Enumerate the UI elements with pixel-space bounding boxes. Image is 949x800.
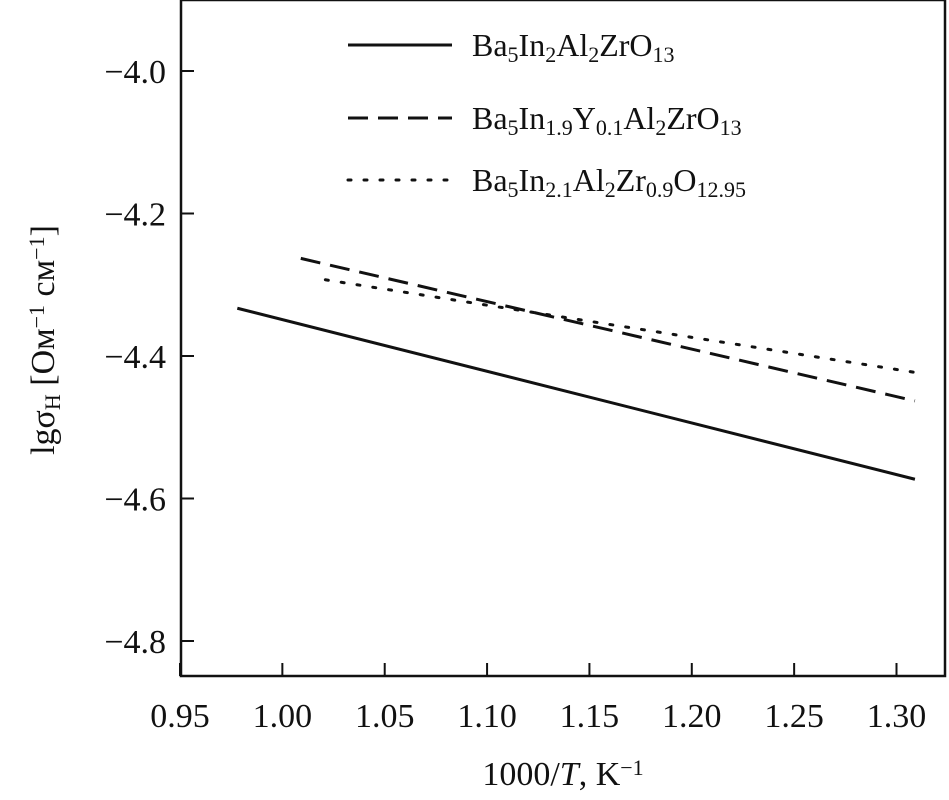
legend-label-1: Ba5In2Al2ZrO13 (472, 27, 675, 67)
series-line-1 (236, 306, 916, 481)
legend: Ba5In2Al2ZrO13 Ba5In1.9Y0.1Al2ZrO13 Ba5In2… (346, 27, 746, 202)
x-axis-title: 1000/T, K−1 (482, 755, 643, 793)
plot-frame (179, 0, 947, 678)
x-tick-label: 1.30 (867, 698, 927, 735)
x-axis-ticks: 0.95 1.00 1.05 1.10 1.15 1.20 1.25 1.30 (150, 663, 926, 735)
x-tick-label: 1.25 (764, 698, 824, 735)
y-tick-label: −4.0 (104, 54, 166, 91)
y-tick-label: −4.4 (104, 339, 166, 376)
y-tick-label: −4.6 (104, 482, 166, 519)
x-tick-label: 0.95 (150, 698, 210, 735)
series-line-2 (300, 256, 916, 403)
legend-label-2: Ba5In1.9Y0.1Al2ZrO13 (472, 100, 742, 140)
x-tick-label: 1.15 (560, 698, 620, 735)
x-tick-label: 1.20 (662, 698, 722, 735)
x-tick-label: 1.05 (355, 698, 415, 735)
legend-label-3: Ba5In2.1Al2Zr0.9O12.95 (472, 162, 746, 202)
x-tick-label: 1.10 (457, 698, 517, 735)
y-tick-label: −4.2 (104, 197, 166, 234)
x-tick-label: 1.00 (253, 698, 313, 735)
y-axis-title: lgσH [Ом−1 см−1] (24, 225, 65, 455)
series-line-3 (323, 278, 917, 374)
series-lines (236, 256, 917, 481)
y-axis-ticks: −4.0 −4.2 −4.4 −4.6 −4.8 (104, 54, 194, 661)
y-tick-label: −4.8 (104, 624, 166, 661)
